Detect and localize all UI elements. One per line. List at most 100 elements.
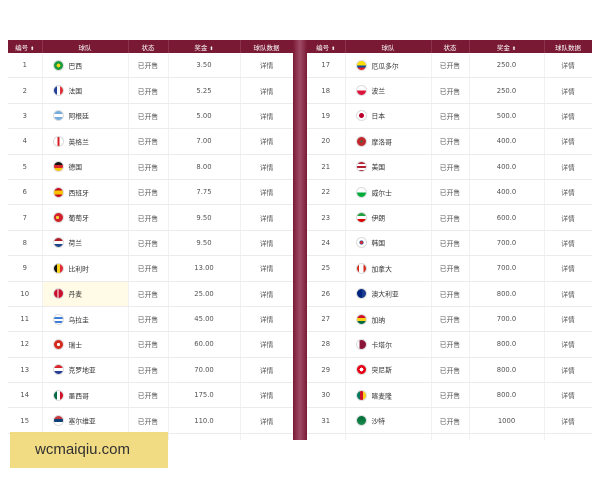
status-cell: 已开售 xyxy=(431,407,470,434)
row-number: 26 xyxy=(307,281,346,307)
row-number: 5 xyxy=(8,154,43,180)
detail-link[interactable]: 详情 xyxy=(240,77,293,104)
status-cell: 已开售 xyxy=(431,230,470,257)
team-cell: 丹麦 xyxy=(42,281,129,307)
prize-cell: 600.0 xyxy=(469,204,545,231)
detail-link[interactable]: 详情 xyxy=(544,306,592,333)
flag-icon xyxy=(52,313,64,325)
detail-link[interactable]: 详情 xyxy=(240,382,293,409)
flag-icon xyxy=(355,415,367,427)
sort-icon[interactable]: ⬍ xyxy=(511,45,517,52)
header-num[interactable]: 编号 ⬍ xyxy=(307,40,346,53)
team-cell: 波兰 xyxy=(345,77,432,104)
detail-link[interactable]: 详情 xyxy=(544,230,592,257)
detail-link[interactable]: 详情 xyxy=(544,204,592,231)
flag-icon xyxy=(355,313,367,325)
detail-link[interactable]: 详情 xyxy=(240,433,293,440)
detail-link[interactable]: 详情 xyxy=(544,128,592,155)
detail-link[interactable]: 详情 xyxy=(544,255,592,282)
sort-icon[interactable]: ⬍ xyxy=(209,45,214,52)
prize-cell: 800.0 xyxy=(469,382,545,409)
team-name: 日本 xyxy=(371,112,386,121)
team-name: 比利时 xyxy=(68,265,89,274)
detail-link[interactable]: 详情 xyxy=(240,281,293,307)
header-prize[interactable]: 奖金 ⬍ xyxy=(168,40,241,53)
row-number: 3 xyxy=(8,103,43,130)
row-number: 13 xyxy=(8,357,43,384)
flag-icon xyxy=(52,186,64,198)
flag-icon xyxy=(52,237,64,249)
flag-icon xyxy=(52,262,64,274)
sort-icon[interactable]: ⬍ xyxy=(30,45,35,52)
table-row: 18 波兰 已开售 250.0 详情 xyxy=(307,77,592,104)
header-team: 球队 xyxy=(345,40,432,53)
detail-link[interactable]: 详情 xyxy=(240,407,293,434)
prize-cell: 45.00 xyxy=(168,306,241,333)
detail-link[interactable]: 详情 xyxy=(240,357,293,384)
row-number: 21 xyxy=(307,154,346,180)
row-number: 28 xyxy=(307,331,346,358)
team-name: 克罗地亚 xyxy=(68,366,96,375)
status-cell: 已开售 xyxy=(431,331,470,358)
detail-link[interactable]: 详情 xyxy=(544,331,592,358)
detail-link[interactable]: 详情 xyxy=(544,357,592,384)
team-cell: 阿根廷 xyxy=(42,103,129,130)
detail-link[interactable]: 详情 xyxy=(544,154,592,180)
detail-link[interactable]: 详情 xyxy=(240,53,293,79)
flag-icon xyxy=(355,212,367,224)
detail-link[interactable]: 详情 xyxy=(240,204,293,231)
team-name: 澳大利亚 xyxy=(371,290,399,299)
prize-cell: 25.00 xyxy=(168,281,241,307)
detail-link[interactable]: 详情 xyxy=(544,179,592,206)
table-row: 1 巴西 已开售 3.50 详情 xyxy=(8,53,293,79)
detail-link[interactable]: 详情 xyxy=(544,281,592,307)
left-team-table: 编号 ⬍ 球队 状态 奖金 ⬍ 球队数据 1 巴西 已开售 3.50 详情 2 法国 已开售 5.2… xyxy=(8,40,293,440)
flag-icon xyxy=(52,415,64,427)
flag-icon xyxy=(355,110,367,122)
prize-cell: 700.0 xyxy=(469,230,545,257)
flag-icon xyxy=(355,338,367,350)
team-name: 阿根廷 xyxy=(68,112,89,121)
detail-link[interactable]: 详情 xyxy=(240,331,293,358)
row-number: 24 xyxy=(307,230,346,257)
header-prize[interactable]: 奖金 ⬍ xyxy=(469,40,545,53)
prize-cell: 400.0 xyxy=(469,179,545,206)
detail-link[interactable]: 详情 xyxy=(240,128,293,155)
row-number: 8 xyxy=(8,230,43,257)
header-status: 状态 xyxy=(128,40,169,53)
flag-icon xyxy=(355,237,367,249)
header-num[interactable]: 编号 ⬍ xyxy=(8,40,43,53)
status-cell: 已开售 xyxy=(128,53,169,79)
detail-link[interactable]: 详情 xyxy=(240,230,293,257)
detail-link[interactable]: 详情 xyxy=(544,407,592,434)
status-cell: 已开售 xyxy=(128,255,169,282)
flag-icon xyxy=(355,161,367,173)
sort-icon[interactable]: ⬍ xyxy=(331,45,336,52)
team-name: 卡塔尔 xyxy=(371,341,392,350)
detail-link[interactable]: 详情 xyxy=(240,179,293,206)
prize-cell: 1000 xyxy=(469,407,545,434)
team-name: 法国 xyxy=(68,87,83,96)
status-cell: 已开售 xyxy=(128,382,169,409)
detail-link[interactable]: 详情 xyxy=(544,103,592,130)
detail-link[interactable]: 详情 xyxy=(544,382,592,409)
status-cell: 已开售 xyxy=(431,204,470,231)
table-row: 22 威尔士 已开售 400.0 详情 xyxy=(307,179,592,206)
status-cell: 已开售 xyxy=(128,154,169,180)
detail-link[interactable]: 详情 xyxy=(544,53,592,79)
detail-link[interactable]: 详情 xyxy=(240,255,293,282)
status-cell: 已开售 xyxy=(431,281,470,307)
status-cell: 已开售 xyxy=(128,357,169,384)
table-row: 5 德国 已开售 8.00 详情 xyxy=(8,154,293,180)
detail-link[interactable]: 详情 xyxy=(240,306,293,333)
team-name: 丹麦 xyxy=(68,290,83,299)
table-row: 23 伊朗 已开售 600.0 详情 xyxy=(307,204,592,231)
table-row: 3 阿根廷 已开售 5.00 详情 xyxy=(8,103,293,130)
prize-cell: 60.00 xyxy=(168,331,241,358)
status-cell: 已开售 xyxy=(128,179,169,206)
detail-link[interactable]: 详情 xyxy=(544,433,592,440)
detail-link[interactable]: 详情 xyxy=(240,103,293,130)
detail-link[interactable]: 详情 xyxy=(240,154,293,180)
table-row: 24 韩国 已开售 700.0 详情 xyxy=(307,230,592,257)
detail-link[interactable]: 详情 xyxy=(544,77,592,104)
